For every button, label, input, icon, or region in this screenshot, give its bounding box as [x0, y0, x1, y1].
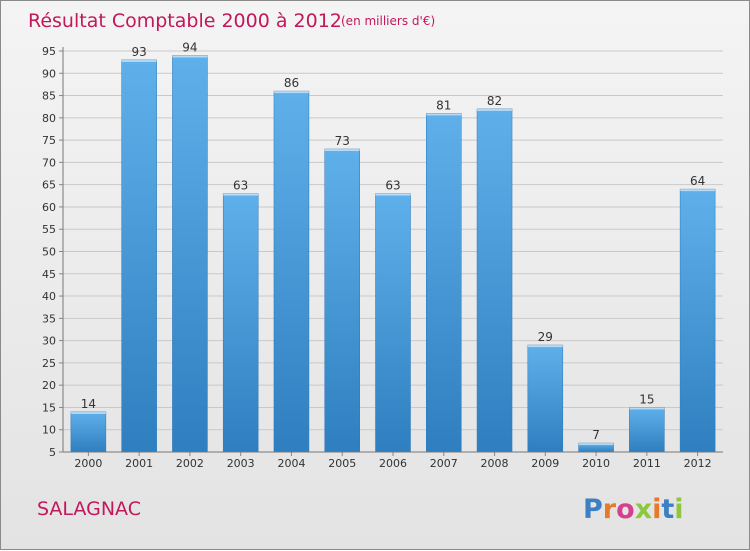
y-tick-label: 80	[42, 112, 56, 125]
axes	[62, 47, 723, 453]
y-tick-label: 45	[42, 268, 56, 281]
bar-2003	[222, 193, 259, 453]
x-tick-label: 2006	[379, 457, 407, 470]
y-tick-label: 15	[42, 401, 56, 414]
y-tick-label: 65	[42, 179, 56, 192]
bar-2009	[527, 344, 564, 453]
bar-highlight	[121, 59, 157, 62]
proxiti-logo: Proxiti	[583, 494, 684, 525]
bar-2005	[324, 148, 360, 453]
y-tick-label: 75	[42, 134, 56, 147]
data-label-2000: 14	[81, 397, 96, 411]
bars	[70, 55, 716, 453]
logo-letter: P	[583, 494, 603, 525]
y-tick-label: 90	[42, 67, 56, 80]
x-axis-ticks: 2000 2001 2002 2003 2004 2005 2006 2007 2008 2009…	[74, 452, 712, 470]
bar-highlight	[172, 55, 208, 58]
data-label-2004: 86	[284, 76, 299, 90]
bar-2001	[121, 59, 157, 453]
y-axis-ticks: 5 10 15 20 25 30 35 40 45 50 55 60 65 70 75 80 85 90 95	[42, 45, 63, 459]
bar-highlight	[477, 108, 513, 111]
logo-letter: r	[603, 494, 617, 525]
x-tick-label: 2001	[125, 457, 153, 470]
y-tick-label: 60	[42, 201, 56, 214]
data-label-2010: 7	[592, 428, 600, 442]
y-tick-label: 85	[42, 90, 56, 103]
bar-highlight	[70, 411, 106, 414]
logo-letter: x	[635, 494, 652, 525]
bar-2004	[273, 90, 310, 453]
x-tick-label: 2010	[582, 457, 610, 470]
data-label-2003: 63	[233, 179, 248, 193]
logo-letter: t	[661, 494, 674, 525]
data-label-2011: 15	[639, 392, 654, 406]
bar-highlight	[426, 113, 462, 116]
y-tick-label: 95	[42, 45, 56, 58]
y-tick-label: 50	[42, 246, 56, 259]
bar-highlight	[375, 193, 411, 196]
data-label-2006: 63	[385, 179, 400, 193]
bar-highlight	[273, 91, 309, 94]
chart-subtitle: (en milliers d'€)	[341, 14, 435, 28]
bar-2006	[375, 193, 411, 453]
bar-2011	[629, 407, 665, 453]
y-tick-label: 10	[42, 424, 56, 437]
bar-highlight	[527, 345, 563, 348]
data-label-2007: 81	[436, 98, 451, 112]
data-label-2009: 29	[538, 330, 553, 344]
y-tick-label: 20	[42, 379, 56, 392]
y-tick-label: 25	[42, 357, 56, 370]
x-tick-label: 2000	[74, 457, 102, 470]
bar-2008	[476, 108, 513, 453]
logo-letter: o	[616, 494, 635, 525]
data-label-2001: 93	[132, 45, 147, 59]
x-tick-label: 2008	[481, 457, 509, 470]
data-label-2002: 94	[182, 40, 197, 54]
bar-highlight	[629, 407, 665, 410]
x-tick-label: 2007	[430, 457, 458, 470]
bar-highlight	[223, 193, 259, 196]
chart-title: Résultat Comptable 2000 à 2012	[28, 10, 342, 32]
logo-letter: i	[674, 494, 683, 525]
bar-2012	[679, 188, 716, 453]
bar-highlight	[324, 149, 360, 152]
y-tick-label: 30	[42, 335, 56, 348]
commune-name: SALAGNAC	[37, 498, 141, 520]
y-tick-label: 70	[42, 156, 56, 169]
y-tick-label: 40	[42, 290, 56, 303]
x-tick-label: 2011	[633, 457, 661, 470]
x-tick-label: 2005	[328, 457, 356, 470]
y-tick-label: 5	[49, 446, 56, 459]
x-tick-label: 2012	[684, 457, 712, 470]
data-label-2008: 82	[487, 94, 502, 108]
bar-2007	[426, 113, 462, 453]
x-tick-label: 2009	[531, 457, 559, 470]
y-tick-label: 35	[42, 312, 56, 325]
x-tick-label: 2004	[277, 457, 305, 470]
y-tick-label: 55	[42, 223, 56, 236]
bar-highlight	[578, 443, 614, 446]
logo-letter: i	[652, 494, 661, 525]
bar-highlight	[680, 189, 716, 192]
data-labels: 14 93 94 63 86 73 63 81 82 29 7 15 64	[81, 40, 706, 442]
bar-2000	[70, 411, 107, 453]
x-tick-label: 2003	[227, 457, 255, 470]
x-tick-label: 2002	[176, 457, 204, 470]
data-label-2005: 73	[335, 134, 350, 148]
bar-2002	[172, 55, 208, 453]
data-label-2012: 64	[690, 174, 705, 188]
